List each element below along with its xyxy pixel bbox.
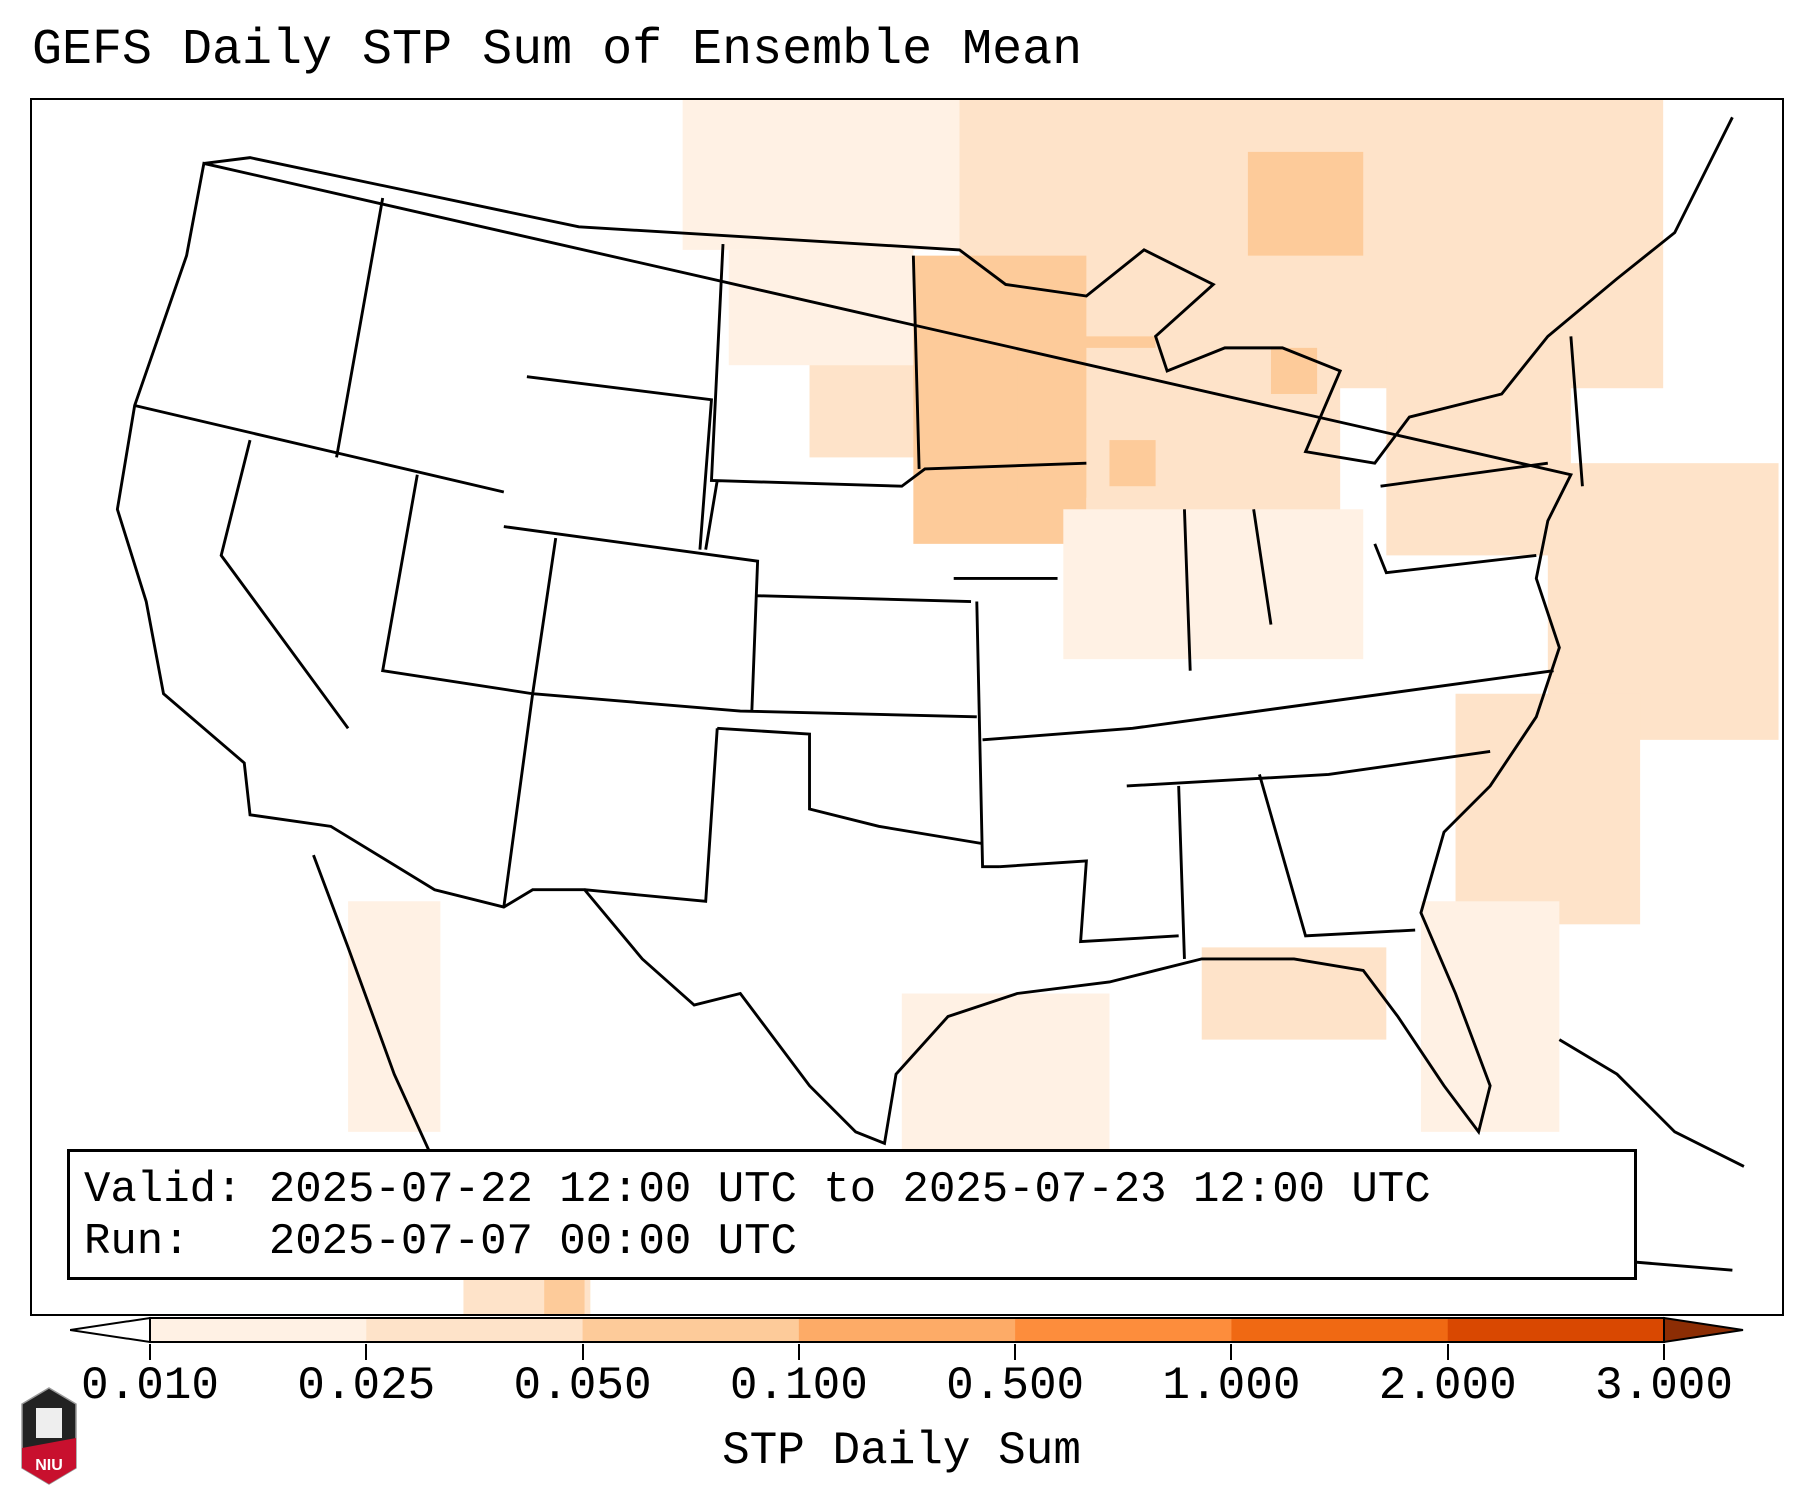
colorbar-tick-label: 0.050 (513, 1360, 652, 1412)
colorbar-tick-label: 0.500 (946, 1360, 1085, 1412)
colorbar-under-extension (70, 1316, 151, 1344)
colorbar-over-extension (1663, 1316, 1744, 1344)
us-outline (115, 116, 1734, 1146)
colorbar-tick-label: 0.100 (729, 1360, 868, 1412)
colorbar-frame (149, 1317, 1665, 1343)
colorbar-tick-label: 1.000 (1162, 1360, 1301, 1412)
run-time-text: Run: 2025-07-07 00:00 UTC (84, 1217, 797, 1267)
map-title: GEFS Daily STP Sum of Ensemble Mean (32, 22, 1083, 79)
colorbar-tick-label: 0.025 (297, 1360, 436, 1412)
state-lines (134, 197, 1584, 959)
colorbar-segment (582, 1318, 800, 1342)
colorbar-segment (150, 1318, 367, 1342)
colorbar-tick (581, 1344, 584, 1360)
colorbar-tick (797, 1344, 800, 1360)
boundaries (115, 116, 1745, 1272)
valid-run-info-box: Valid: 2025-07-22 12:00 UTC to 2025-07-2… (67, 1149, 1637, 1280)
colorbar-segment (1447, 1318, 1665, 1342)
colorbar-tick (1230, 1344, 1233, 1360)
colorbar-tick-label: 2.000 (1378, 1360, 1517, 1412)
colorbar-tick-label: 0.010 (80, 1360, 220, 1412)
map-canvas (115, 100, 1779, 1314)
colorbar-segment (1231, 1318, 1449, 1342)
colorbar-tick (1663, 1344, 1665, 1360)
colorbar-segment (1015, 1318, 1232, 1342)
colorbar-segment (366, 1318, 584, 1342)
colorbar-tick (1014, 1344, 1017, 1360)
colorbar-tick (365, 1344, 368, 1360)
colorbar-tick (149, 1344, 151, 1360)
colorbar-tick (1446, 1344, 1449, 1360)
logo-text: NIU (35, 1457, 63, 1474)
colorbar-tick-label: 3.000 (1594, 1360, 1734, 1412)
stp-map (30, 98, 1784, 1316)
colorbar (70, 1316, 1744, 1344)
stp-shading (348, 100, 1779, 1314)
colorbar-label: STP Daily Sum (722, 1425, 1081, 1477)
colorbar-segment (798, 1318, 1016, 1342)
valid-time-text: Valid: 2025-07-22 12:00 UTC to 2025-07-2… (84, 1165, 1431, 1215)
niu-logo: NIU (21, 1387, 77, 1485)
